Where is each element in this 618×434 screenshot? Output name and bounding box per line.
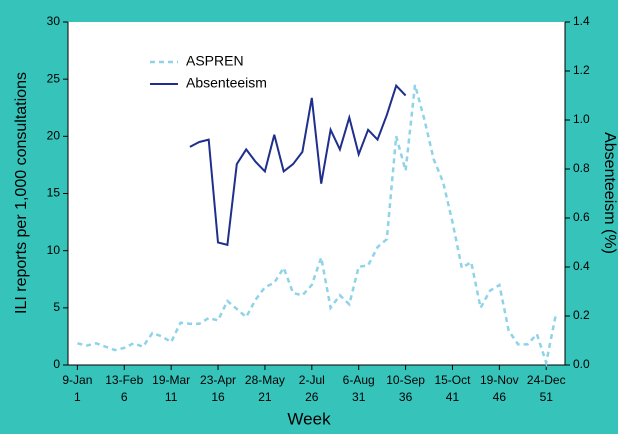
x-tick-label: 36 <box>399 390 413 404</box>
x-tick-label: 6 <box>121 390 128 404</box>
y2-axis-title: Absenteeism (%) <box>601 132 618 254</box>
y2-tick-label: 0.0 <box>573 357 590 371</box>
x-tick-date: 19-Mar <box>152 373 190 387</box>
legend-label: Absenteeism <box>186 75 267 91</box>
y-tick-label: 10 <box>47 243 61 257</box>
x-tick-date: 9-Jan <box>62 373 92 387</box>
y-tick-label: 25 <box>47 71 61 85</box>
y2-tick-label: 1.2 <box>573 63 590 77</box>
y-tick-label: 0 <box>53 357 60 371</box>
legend-label: ASPREN <box>186 53 244 69</box>
x-tick-date: 23-Apr <box>200 373 236 387</box>
x-tick-label: 41 <box>446 390 460 404</box>
series-line <box>77 84 557 368</box>
x-tick-label: 31 <box>352 390 366 404</box>
x-tick-date: 15-Oct <box>434 373 471 387</box>
y2-tick-label: 0.2 <box>573 308 590 322</box>
x-tick-label: 1 <box>74 390 81 404</box>
x-tick-label: 21 <box>258 390 272 404</box>
series-line <box>189 83 407 247</box>
y-tick-label: 5 <box>53 300 60 314</box>
y-tick-label: 30 <box>47 14 61 28</box>
y2-tick-label: 0.8 <box>573 161 590 175</box>
x-tick-label: 16 <box>211 390 225 404</box>
y-tick-label: 20 <box>47 129 61 143</box>
x-tick-label: 46 <box>493 390 507 404</box>
x-tick-date: 2-Jul <box>299 373 325 387</box>
x-tick-date: 28-May <box>245 373 285 387</box>
x-axis-title: Week <box>287 409 331 428</box>
y2-tick-label: 0.6 <box>573 210 590 224</box>
x-tick-date: 13-Feb <box>105 373 143 387</box>
y2-tick-label: 0.4 <box>573 259 590 273</box>
y-axis-title: ILI reports per 1,000 consultations <box>13 72 30 314</box>
x-tick-label: 26 <box>305 390 319 404</box>
x-tick-label: 11 <box>165 390 178 404</box>
y-tick-label: 15 <box>47 186 61 200</box>
y2-tick-label: 1.4 <box>573 14 590 28</box>
x-tick-date: 10-Sep <box>386 373 425 387</box>
plot-area <box>68 22 565 365</box>
x-tick-date: 6-Aug <box>343 373 375 387</box>
x-tick-date: 19-Nov <box>480 373 519 387</box>
x-tick-label: 51 <box>540 390 554 404</box>
y2-tick-label: 1.0 <box>573 112 590 126</box>
x-tick-date: 24-Dec <box>527 373 566 387</box>
